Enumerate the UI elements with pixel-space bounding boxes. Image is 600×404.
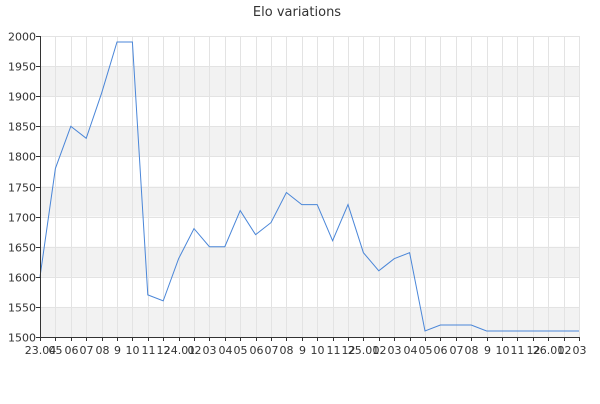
x-tick-label: 10 bbox=[496, 344, 510, 357]
y-tick-label: 1650 bbox=[8, 242, 36, 255]
x-tick-label: 03 bbox=[573, 344, 587, 357]
x-tick-label: 02 bbox=[558, 344, 572, 357]
x-tick-label: 07 bbox=[450, 344, 464, 357]
y-tick-label: 2000 bbox=[8, 31, 36, 44]
y-tick-label: 1750 bbox=[8, 182, 36, 195]
x-tick-label: 08 bbox=[96, 344, 110, 357]
x-tick-label: 02 bbox=[373, 344, 387, 357]
x-tick-label: 9 bbox=[114, 344, 121, 357]
x-tick-label: 11 bbox=[327, 344, 341, 357]
y-tick-label: 1900 bbox=[8, 91, 36, 104]
x-tick-label: 03 bbox=[203, 344, 217, 357]
x-tick-label: 03 bbox=[388, 344, 402, 357]
x-tick-label: 08 bbox=[465, 344, 479, 357]
y-tick-label: 1550 bbox=[8, 302, 36, 315]
y-tick-label: 1600 bbox=[8, 272, 36, 285]
x-tick-label: 05 bbox=[419, 344, 433, 357]
x-tick-label: 06 bbox=[434, 344, 448, 357]
chart-title: Elo variations bbox=[253, 5, 341, 20]
x-tick-label: 07 bbox=[80, 344, 94, 357]
x-tick-label: 25.01 bbox=[348, 344, 380, 357]
x-tick-label: 9 bbox=[299, 344, 306, 357]
y-tick-label: 1500 bbox=[8, 332, 36, 345]
x-tick-label: 04 bbox=[219, 344, 233, 357]
vertical-gridlines bbox=[55, 36, 580, 337]
x-tick-label: 06 bbox=[65, 344, 79, 357]
series-line bbox=[39, 41, 579, 332]
y-tick-label: 1950 bbox=[8, 61, 36, 74]
background-band bbox=[40, 246, 580, 277]
x-tick-label: 9 bbox=[484, 344, 491, 357]
x-tick-label: 10 bbox=[126, 344, 140, 357]
horizontal-gridlines bbox=[40, 36, 580, 338]
x-tick-label: 06 bbox=[250, 344, 264, 357]
y-tick-label: 1700 bbox=[8, 212, 36, 225]
x-tick-label: 11 bbox=[142, 344, 156, 357]
x-tick-label: 05 bbox=[234, 344, 248, 357]
y-axis-ticks: 1500 1550 1600 1650 1700 1750 1800 1850 1900 1950… bbox=[8, 31, 40, 345]
x-tick-label: 05 bbox=[49, 344, 63, 357]
x-tick-label: 12 bbox=[342, 344, 356, 357]
background-band bbox=[40, 306, 580, 337]
x-tick-label: 26.01 bbox=[533, 344, 565, 357]
x-tick-label: 10 bbox=[311, 344, 325, 357]
x-tick-label: 04 bbox=[404, 344, 418, 357]
y-tick-label: 1850 bbox=[8, 121, 36, 134]
x-tick-label: 23.04 bbox=[25, 344, 57, 357]
x-tick-label: 12 bbox=[157, 344, 171, 357]
background-band bbox=[40, 66, 580, 97]
axes bbox=[40, 36, 580, 338]
background-bands bbox=[40, 66, 580, 337]
x-tick-label: 12 bbox=[527, 344, 541, 357]
background-band bbox=[40, 126, 580, 157]
y-tick-label: 1800 bbox=[8, 151, 36, 164]
x-tick-label: 02 bbox=[188, 344, 202, 357]
x-tick-label: 08 bbox=[280, 344, 294, 357]
background-band bbox=[40, 186, 580, 217]
x-tick-label: 07 bbox=[265, 344, 279, 357]
x-tick-label: 24.01 bbox=[164, 344, 196, 357]
x-tick-label: 11 bbox=[511, 344, 525, 357]
series-group bbox=[39, 41, 579, 332]
